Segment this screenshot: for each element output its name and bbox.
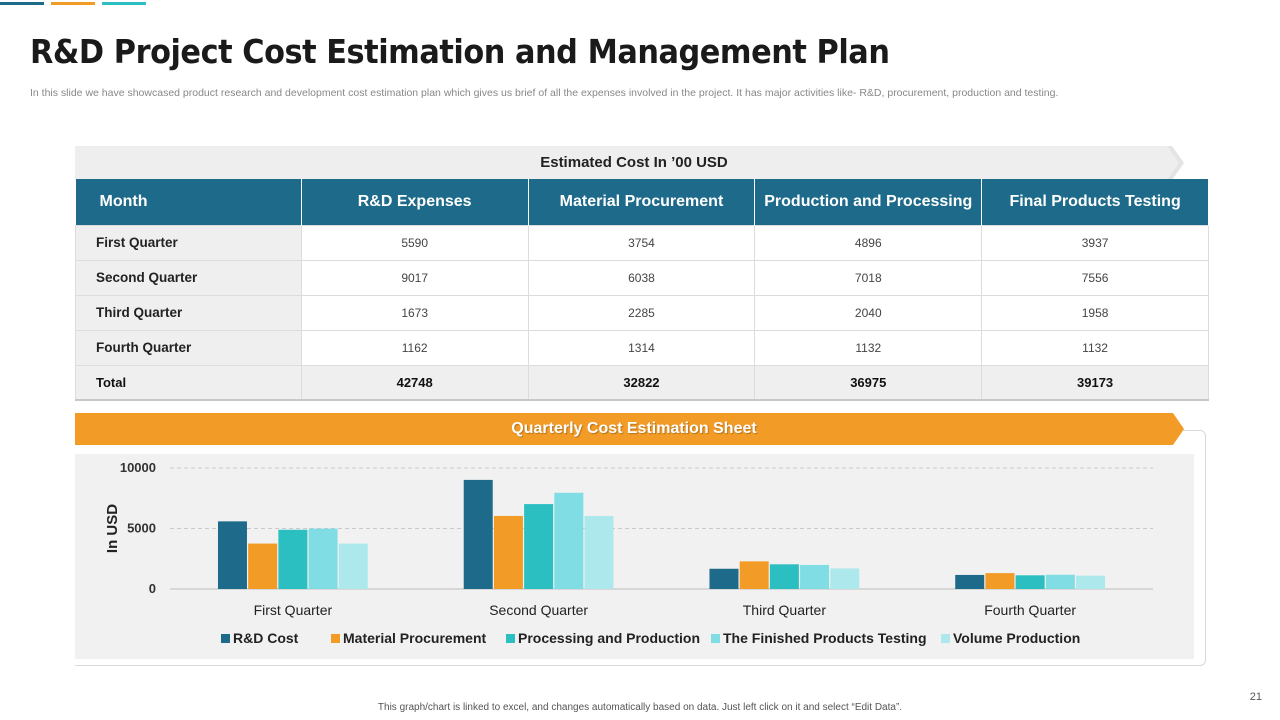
accent-bar-blue — [0, 2, 44, 5]
x-tick-label: Fourth Quarter — [984, 602, 1076, 618]
row-label: Third Quarter — [75, 294, 302, 331]
table-cell: 3754 — [527, 224, 756, 261]
table-row: First Quarter 5590 3754 4896 3937 — [75, 224, 1209, 261]
total-cell: 36975 — [754, 364, 983, 401]
bar — [769, 564, 799, 589]
y-tick-label: 10000 — [120, 460, 156, 475]
bar-chart: 0 5000 10000 In USD First Quarter Second Quar… — [104, 460, 1153, 646]
table-cell: 1132 — [981, 329, 1209, 366]
table-cell: 1132 — [754, 329, 983, 366]
bar — [524, 504, 554, 589]
legend-label: Volume Production — [953, 630, 1080, 646]
table-cell: 6038 — [527, 259, 756, 296]
legend-swatch — [506, 634, 515, 643]
legend-label: The Finished Products Testing — [723, 630, 927, 646]
table-cell: 3937 — [981, 224, 1209, 261]
bar — [584, 515, 614, 589]
column-header-material-procurement: Material Procurement — [528, 179, 756, 225]
column-header-final-products-testing: Final Products Testing — [981, 179, 1209, 225]
table-cell: 7018 — [754, 259, 983, 296]
table-cell: 4896 — [754, 224, 983, 261]
chart-banner-label: Quarterly Cost Estimation Sheet — [511, 420, 757, 437]
row-label: First Quarter — [75, 224, 302, 261]
page-subtitle: In this slide we have showcased product … — [30, 87, 1059, 99]
table-cell: 1673 — [300, 294, 529, 331]
chevron-right-icon — [1155, 413, 1184, 445]
bar — [955, 574, 985, 589]
bar — [217, 521, 247, 589]
bar — [830, 568, 860, 589]
x-tick-label: First Quarter — [254, 602, 333, 618]
table-cell: 9017 — [300, 259, 529, 296]
chevron-right-icon — [1155, 146, 1184, 180]
y-tick-label: 0 — [149, 581, 156, 596]
total-cell: 32822 — [527, 364, 756, 401]
row-label: Fourth Quarter — [75, 329, 302, 366]
legend-label: Material Procurement — [343, 630, 486, 646]
cost-banner-label: Estimated Cost In ’00 USD — [540, 154, 728, 171]
table-cell: 7556 — [981, 259, 1209, 296]
table-cell: 5590 — [300, 224, 529, 261]
total-label: Total — [75, 364, 302, 401]
bar — [709, 568, 739, 589]
y-tick-label: 5000 — [127, 521, 156, 536]
cost-table: Month R&D Expenses Material Procurement … — [75, 179, 1209, 401]
row-label: Second Quarter — [75, 259, 302, 296]
column-header-month: Month — [75, 179, 302, 225]
table-row: Fourth Quarter 1162 1314 1132 1132 — [75, 329, 1209, 366]
bar — [800, 564, 830, 589]
cost-table-banner: Estimated Cost In ’00 USD — [75, 146, 1195, 180]
legend-swatch — [711, 634, 720, 643]
bar — [739, 561, 769, 589]
legend-label: R&D Cost — [233, 630, 299, 646]
table-header-row: Month R&D Expenses Material Procurement … — [75, 179, 1209, 225]
legend-swatch — [221, 634, 230, 643]
table-row: Second Quarter 9017 6038 7018 7556 — [75, 259, 1209, 296]
column-header-rd-expenses: R&D Expenses — [301, 179, 529, 225]
table-row: Third Quarter 1673 2285 2040 1958 — [75, 294, 1209, 331]
footnote: This graph/chart is linked to excel, and… — [377, 702, 903, 713]
bar — [248, 543, 278, 589]
chart-banner: Quarterly Cost Estimation Sheet — [75, 413, 1195, 445]
bar — [278, 529, 308, 589]
table-cell: 1314 — [527, 329, 756, 366]
accent-bar-teal — [102, 2, 146, 5]
bar — [985, 573, 1015, 589]
bar — [493, 515, 523, 589]
bar — [1045, 574, 1075, 589]
bar — [338, 543, 368, 589]
table-cell: 2040 — [754, 294, 983, 331]
column-header-production-processing: Production and Processing — [754, 179, 983, 225]
table-cell: 1162 — [300, 329, 529, 366]
bar — [463, 479, 493, 589]
legend-swatch — [331, 634, 340, 643]
legend-label: Processing and Production — [518, 630, 700, 646]
page-number: 21 — [1249, 691, 1262, 703]
table-cell: 1958 — [981, 294, 1209, 331]
bar — [1015, 575, 1045, 589]
legend-swatch — [941, 634, 950, 643]
total-cell: 42748 — [300, 364, 529, 401]
bar — [554, 492, 584, 589]
x-tick-label: Second Quarter — [489, 602, 588, 618]
table-cell: 2285 — [527, 294, 756, 331]
x-tick-label: Third Quarter — [743, 602, 827, 618]
accent-bar-orange — [51, 2, 95, 5]
bar — [1076, 575, 1106, 589]
y-axis-label: In USD — [104, 504, 121, 553]
bar — [308, 528, 338, 589]
total-cell: 39173 — [981, 364, 1209, 401]
table-total-row: Total 42748 32822 36975 39173 — [75, 364, 1209, 401]
page-title: R&D Project Cost Estimation and Manageme… — [30, 32, 890, 71]
